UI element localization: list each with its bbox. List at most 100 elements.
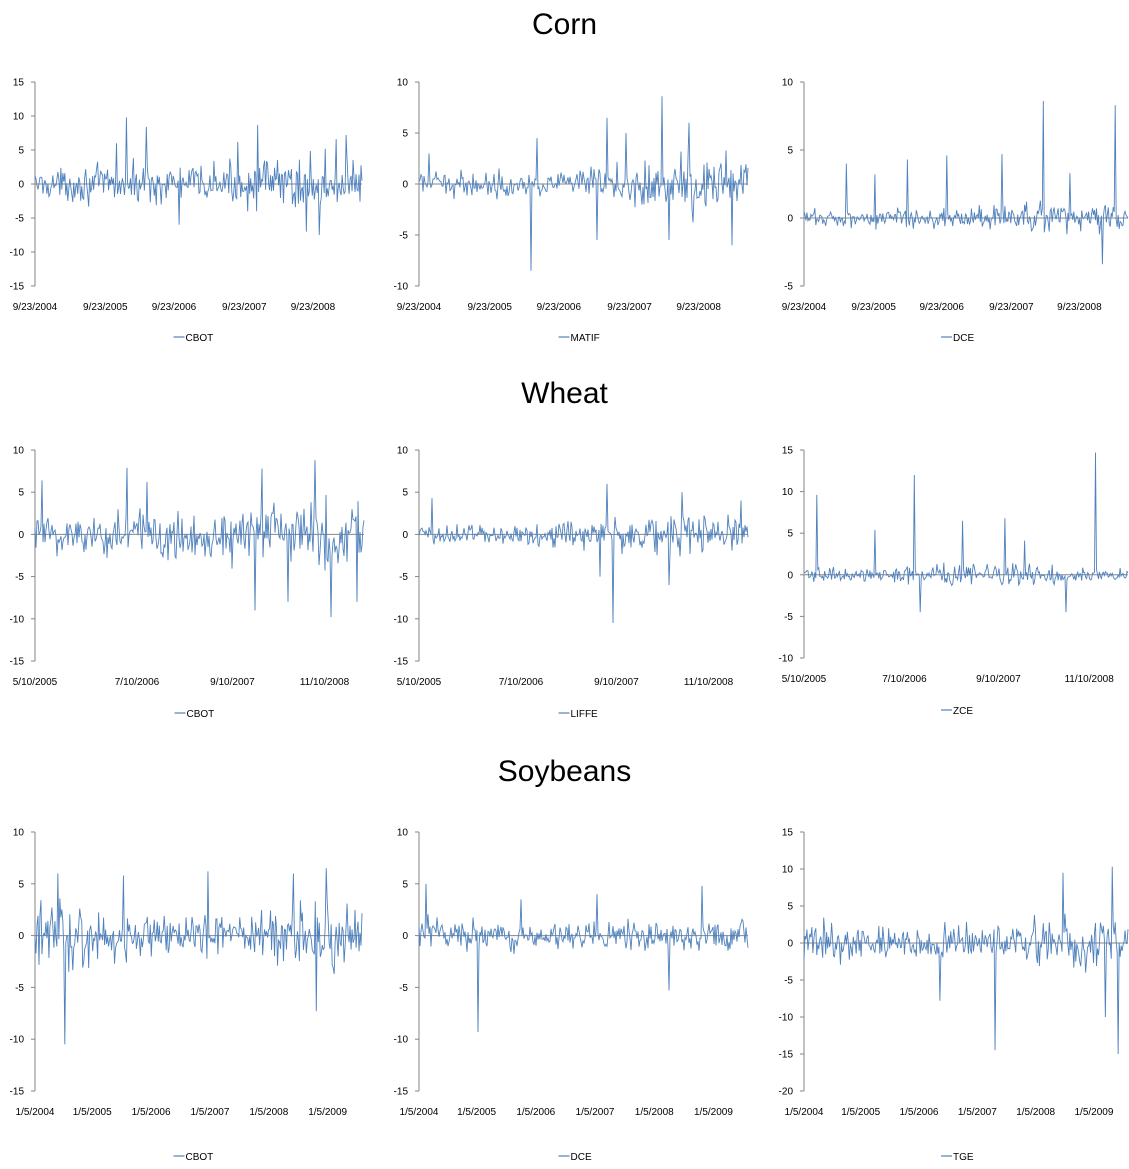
legend-label: LIFFE bbox=[571, 709, 599, 720]
x-tick-label: 9/23/2007 bbox=[607, 302, 652, 313]
x-tick-label: 9/23/2008 bbox=[1057, 302, 1102, 313]
x-tick-label: 1/5/2006 bbox=[516, 1107, 555, 1118]
y-tick-label: -5 bbox=[15, 214, 24, 225]
y-tick-label: 5 bbox=[787, 529, 793, 540]
x-tick-label: 1/5/2008 bbox=[635, 1107, 674, 1118]
x-tick-label: 5/10/2005 bbox=[397, 677, 442, 688]
series-line-dce bbox=[803, 101, 1129, 265]
x-tick-label: 9/23/2007 bbox=[989, 302, 1034, 313]
series-line-zce bbox=[803, 452, 1129, 613]
y-tick-label: 15 bbox=[13, 78, 25, 89]
y-tick-label: 15 bbox=[782, 446, 794, 457]
y-tick-label: -5 bbox=[784, 282, 793, 293]
y-tick-label: -15 bbox=[394, 1087, 409, 1098]
x-tick-label: 9/23/2008 bbox=[676, 302, 721, 313]
x-tick-label: 7/10/2006 bbox=[882, 674, 927, 685]
x-tick-label: 9/23/2004 bbox=[397, 302, 442, 313]
y-tick-label: 10 bbox=[397, 78, 409, 89]
x-tick-label: 1/5/2005 bbox=[841, 1107, 880, 1118]
y-tick-label: -15 bbox=[10, 657, 25, 668]
y-tick-label: -15 bbox=[10, 282, 25, 293]
y-tick-label: -5 bbox=[15, 983, 24, 994]
legend-label: TGE bbox=[953, 1152, 974, 1163]
y-tick-label: -10 bbox=[779, 1013, 794, 1024]
x-tick-label: 9/23/2005 bbox=[83, 302, 128, 313]
y-tick-label: 15 bbox=[782, 828, 794, 839]
y-tick-label: 5 bbox=[787, 902, 793, 913]
x-tick-label: 1/5/2009 bbox=[308, 1107, 347, 1118]
y-tick-label: 0 bbox=[18, 180, 24, 191]
y-tick-label: 5 bbox=[402, 129, 408, 140]
y-tick-label: 0 bbox=[787, 214, 793, 225]
y-tick-label: 10 bbox=[397, 828, 409, 839]
x-tick-label: 9/23/2006 bbox=[919, 302, 964, 313]
x-tick-label: 9/23/2004 bbox=[13, 302, 58, 313]
series-line-tge bbox=[803, 866, 1129, 1055]
x-tick-label: 9/23/2005 bbox=[851, 302, 896, 313]
section-title-corn: Corn bbox=[531, 8, 598, 41]
x-tick-label: 7/10/2006 bbox=[499, 677, 544, 688]
x-tick-label: 1/5/2005 bbox=[457, 1107, 496, 1118]
y-tick-label: 0 bbox=[402, 931, 408, 942]
y-tick-label: -15 bbox=[394, 657, 409, 668]
y-tick-label: 5 bbox=[787, 146, 793, 157]
y-tick-label: 0 bbox=[787, 570, 793, 581]
y-tick-label: -15 bbox=[779, 1050, 794, 1061]
series-line-dce bbox=[418, 883, 749, 1032]
y-tick-label: -15 bbox=[10, 1087, 25, 1098]
legend-label: CBOT bbox=[186, 1152, 214, 1163]
y-tick-label: 5 bbox=[18, 146, 24, 157]
y-tick-label: -10 bbox=[779, 654, 794, 665]
y-tick-label: 10 bbox=[397, 446, 409, 457]
x-tick-label: 9/23/2004 bbox=[782, 302, 827, 313]
x-tick-label: 9/10/2007 bbox=[210, 677, 255, 688]
series-line-cbot bbox=[34, 117, 363, 236]
x-tick-label: 1/5/2009 bbox=[1075, 1107, 1114, 1118]
y-tick-label: 10 bbox=[13, 446, 25, 457]
x-tick-label: 1/5/2006 bbox=[132, 1107, 171, 1118]
x-tick-label: 1/5/2008 bbox=[1016, 1107, 1055, 1118]
y-tick-label: 10 bbox=[782, 78, 794, 89]
y-tick-label: 0 bbox=[402, 180, 408, 191]
x-tick-label: 1/5/2008 bbox=[249, 1107, 288, 1118]
y-tick-label: 0 bbox=[787, 939, 793, 950]
y-tick-label: -10 bbox=[394, 1035, 409, 1046]
y-tick-label: -5 bbox=[399, 983, 408, 994]
x-tick-label: 1/5/2009 bbox=[694, 1107, 733, 1118]
y-tick-label: -5 bbox=[784, 976, 793, 987]
y-tick-label: 5 bbox=[18, 879, 24, 890]
x-tick-label: 9/23/2005 bbox=[467, 302, 512, 313]
x-tick-label: 1/5/2004 bbox=[16, 1107, 55, 1118]
legend-label: DCE bbox=[953, 333, 974, 344]
x-tick-label: 1/5/2004 bbox=[785, 1107, 824, 1118]
y-tick-label: 0 bbox=[18, 931, 24, 942]
y-tick-label: -5 bbox=[399, 231, 408, 242]
y-tick-label: 5 bbox=[402, 879, 408, 890]
legend-label: MATIF bbox=[571, 333, 600, 344]
y-tick-label: 10 bbox=[782, 487, 794, 498]
series-line-matif bbox=[418, 96, 749, 271]
y-tick-label: -10 bbox=[394, 282, 409, 293]
legend-label: CBOT bbox=[186, 333, 214, 344]
section-title-soybeans: Soybeans bbox=[497, 755, 632, 788]
y-tick-label: -5 bbox=[399, 572, 408, 583]
x-tick-label: 9/23/2006 bbox=[537, 302, 582, 313]
y-tick-label: 10 bbox=[13, 828, 25, 839]
x-tick-label: 11/10/2008 bbox=[300, 677, 350, 688]
series-line-cbot bbox=[34, 868, 363, 1045]
y-tick-label: 10 bbox=[782, 865, 794, 876]
legend-label: CBOT bbox=[187, 709, 215, 720]
y-tick-label: 10 bbox=[13, 112, 25, 123]
x-tick-label: 1/5/2005 bbox=[73, 1107, 112, 1118]
x-tick-label: 5/10/2005 bbox=[782, 674, 827, 685]
x-tick-label: 1/5/2004 bbox=[400, 1107, 439, 1118]
y-tick-label: -5 bbox=[784, 612, 793, 623]
x-tick-label: 1/5/2007 bbox=[958, 1107, 997, 1118]
